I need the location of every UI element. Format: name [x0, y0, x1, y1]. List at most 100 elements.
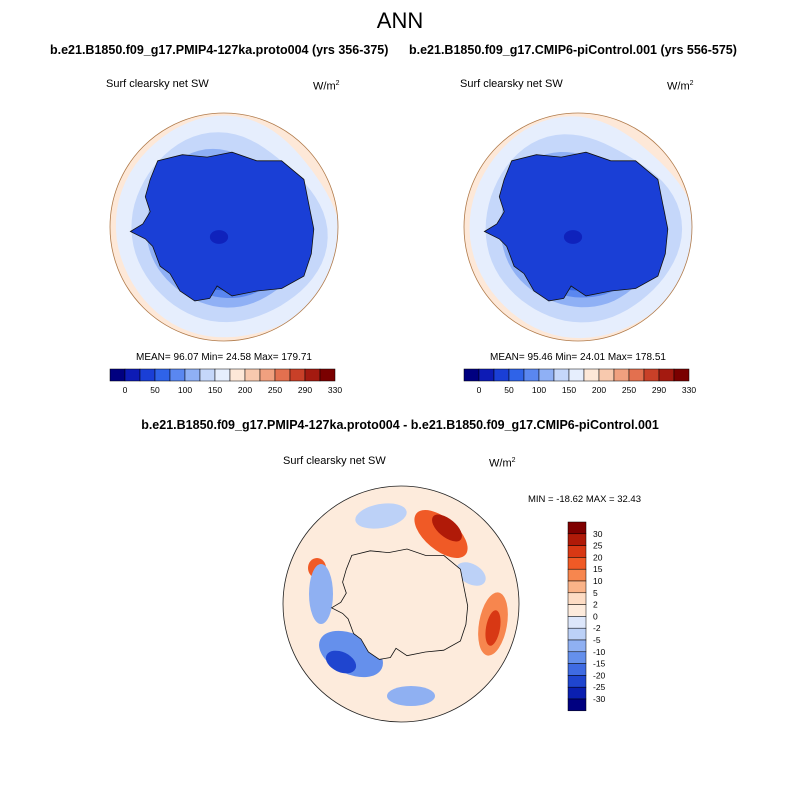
panel-3-units: W/m2: [489, 457, 516, 470]
panel-3-colorbar-label: -10: [593, 647, 606, 657]
panel-3-colorbar-swatch: [567, 521, 587, 535]
panel-2-units: W/m2: [667, 80, 694, 93]
panel-3-colorbar-label: 15: [593, 564, 603, 574]
panel-3-colorbar-label: 5: [593, 588, 598, 598]
panel-2-colorbar-label: 200: [592, 385, 606, 395]
panel-1-colorbar-label: 150: [208, 385, 222, 395]
panel-2-colorbar-swatch: [658, 368, 675, 382]
panel-2-colorbar-swatch: [478, 368, 495, 382]
panel-2-colorbar-swatch: [613, 368, 630, 382]
panel-2-colorbar: 0 50 100 150 200 250 290 330: [463, 368, 696, 395]
panel-3-colorbar-label: -2: [593, 623, 601, 633]
panel-1-variable-label: Surf clearsky net SW: [106, 78, 209, 90]
panel-1-colorbar-swatch: [229, 368, 246, 382]
panel-3-colorbar-label: -15: [593, 659, 606, 669]
panel-3-units-exp: 2: [511, 457, 516, 464]
panel-1-case-title: b.e21.B1850.f09_g17.PMIP4-127ka.proto004…: [50, 43, 389, 57]
panel-1-colorbar-label: 250: [268, 385, 282, 395]
panel-1-units: W/m2: [313, 80, 340, 93]
panel-3-colorbar-label: -30: [593, 694, 606, 704]
panel-3-colorbar-label: 10: [593, 576, 603, 586]
panel-1-colorbar-swatch: [289, 368, 306, 382]
panel-1-colorbar-swatch: [199, 368, 216, 382]
panel-1-map-border: [109, 112, 339, 342]
panel-3-colorbar-swatch: [567, 604, 587, 617]
panel-3-colorbar-label: 0: [593, 611, 598, 621]
panel-3-colorbar-swatch: [567, 592, 587, 605]
panel-1-units-base: W/m: [313, 80, 336, 93]
panel-3-colorbar-swatch: [567, 533, 587, 546]
panel-2-colorbar-swatch: [673, 368, 690, 382]
panel-3-colorbar-swatch: [567, 568, 587, 582]
panel-3-pos-anomaly-core: [432, 514, 462, 542]
panel-3-colorbar-swatch: [567, 686, 587, 700]
panel-1-antarctica-outline: [129, 151, 315, 302]
panel-2-colorbar-swatch: [598, 368, 615, 382]
panel-1-colorbar-swatch: [184, 368, 201, 382]
panel-3-case-title: b.e21.B1850.f09_g17.PMIP4-127ka.proto004…: [141, 418, 659, 432]
panel-1-colorbar-swatch: [139, 368, 156, 382]
panel-1-plateau-low: [209, 230, 229, 244]
panel-2-colorbar-label: 50: [504, 385, 514, 395]
panel-2-colorbar-label: 330: [682, 385, 696, 395]
panel-3-colorbar-label: -25: [593, 682, 606, 692]
panel-3-colorbar-swatch: [567, 698, 587, 712]
panel-1-colorbar-label: 330: [328, 385, 342, 395]
panel-3-variable-label: Surf clearsky net SW: [283, 455, 386, 467]
panel-1-colorbar-label: 50: [150, 385, 160, 395]
panel-3-colorbar-swatch: [567, 627, 587, 641]
panel-3-stats: MIN = -18.62 MAX = 32.43: [528, 494, 642, 505]
panel-2-colorbar-swatch: [463, 368, 480, 382]
panel-2-units-base: W/m: [667, 80, 690, 93]
panel-3-units-base: W/m: [489, 457, 512, 470]
panel-2-colorbar-swatch: [523, 368, 540, 382]
panel-2-map: [463, 112, 693, 342]
panel-1-colorbar-label: 200: [238, 385, 252, 395]
panel-2-colorbar-swatch: [568, 368, 585, 382]
panel-2-colorbar-swatch: [553, 368, 570, 382]
panel-3-colorbar-swatch: [567, 663, 587, 676]
panel-2-colorbar-label: 0: [477, 385, 482, 395]
panel-2-colorbar-label: 100: [532, 385, 546, 395]
panel-2-colorbar-label: 290: [652, 385, 666, 395]
panel-1-colorbar-swatch: [244, 368, 261, 382]
panel-3-colorbar-swatch: [567, 580, 587, 594]
panel-3-colorbar-swatch: [567, 557, 587, 570]
panel-2-colorbar-swatch: [493, 368, 510, 382]
panel-2-units-exp: 2: [689, 80, 694, 87]
panel-3-colorbar-swatch: [567, 639, 587, 653]
panel-3-neg-anomaly-west: [309, 564, 333, 624]
panel-2-colorbar-swatch: [628, 368, 645, 382]
figure-title: ANN: [376, 8, 424, 33]
panel-3-pos-anomaly-east-core: [485, 610, 501, 646]
panel-3-colorbar-label: 30: [593, 529, 603, 539]
panel-2-colorbar-label: 250: [622, 385, 636, 395]
panel-1-colorbar-swatch: [304, 368, 321, 382]
panel-3-neg-anomaly-south: [387, 686, 435, 706]
panel-2-colorbar-swatch: [538, 368, 555, 382]
panel-2-plateau-low: [563, 230, 583, 244]
panel-2-antarctica-outline: [483, 151, 669, 302]
panel-3-colorbar-label: -20: [593, 670, 606, 680]
panel-1-colorbar-swatch: [259, 368, 276, 382]
panel-1-stats: MEAN= 96.07 Min= 24.58 Max= 179.71: [136, 352, 312, 363]
panel-2-map-border: [463, 112, 693, 342]
panel-1-colorbar-swatch: [214, 368, 231, 382]
panel-2-stats: MEAN= 95.46 Min= 24.01 Max= 178.51: [490, 352, 666, 363]
panel-1-colorbar-swatch: [109, 368, 126, 382]
panel-1-colorbar: 0 50 100 150 200 250 290 330: [109, 368, 342, 395]
panel-1-units-exp: 2: [335, 80, 340, 87]
panel-3-colorbar-label: 20: [593, 552, 603, 562]
panel-2-case-title: b.e21.B1850.f09_g17.CMIP6-piControl.001 …: [409, 43, 737, 57]
panel-1-colorbar-swatch: [169, 368, 186, 382]
panel-3-colorbar-swatch: [567, 616, 587, 629]
panel-2-colorbar-label: 150: [562, 385, 576, 395]
panel-3-antarctica-outline: [330, 548, 469, 660]
panel-1-map: [109, 112, 339, 342]
panel-3-colorbar-label: 2: [593, 600, 598, 610]
panel-2-colorbar-swatch: [643, 368, 660, 382]
panel-1-colorbar-swatch: [274, 368, 291, 382]
panel-3-colorbar-swatch: [567, 545, 587, 558]
panel-3-colorbar-swatch: [567, 651, 587, 664]
